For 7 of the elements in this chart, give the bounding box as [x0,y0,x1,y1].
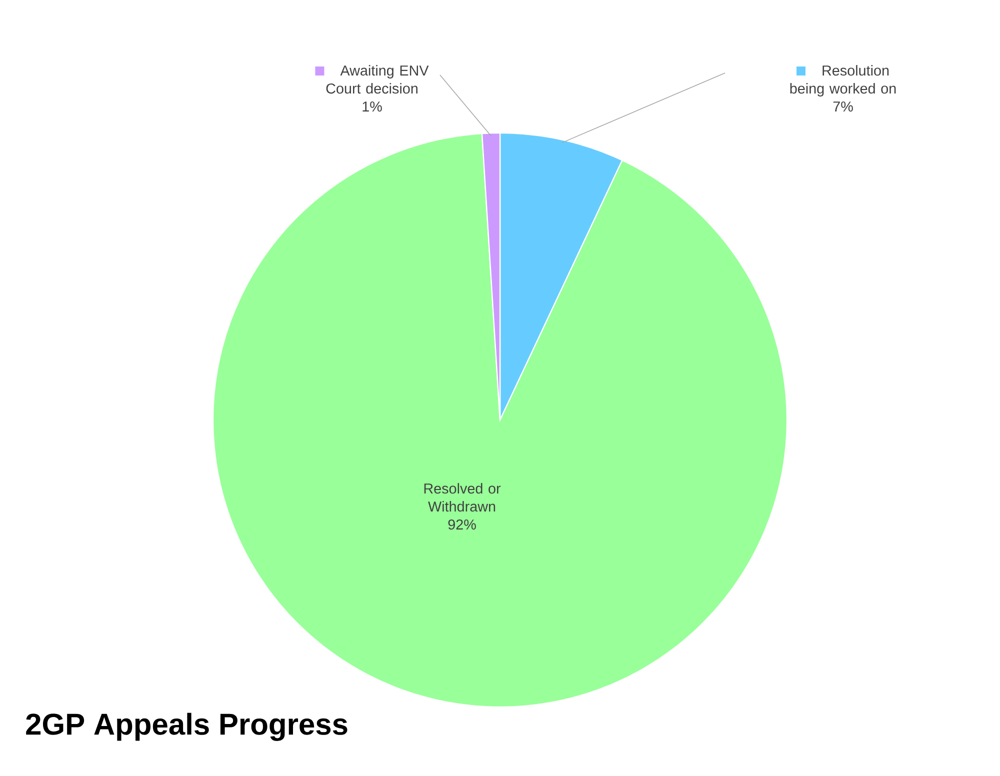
legend-label: Awaiting ENV Court decision [326,65,429,94]
data-label: 7% [833,102,853,112]
data-label: 1% [362,102,382,112]
text: 2GP Appeals Progress [26,712,348,741]
slice-label: Resolved or Withdrawn [424,483,501,512]
data-label: 92% [448,519,476,530]
legend-label: Resolution being worked on [790,65,896,96]
